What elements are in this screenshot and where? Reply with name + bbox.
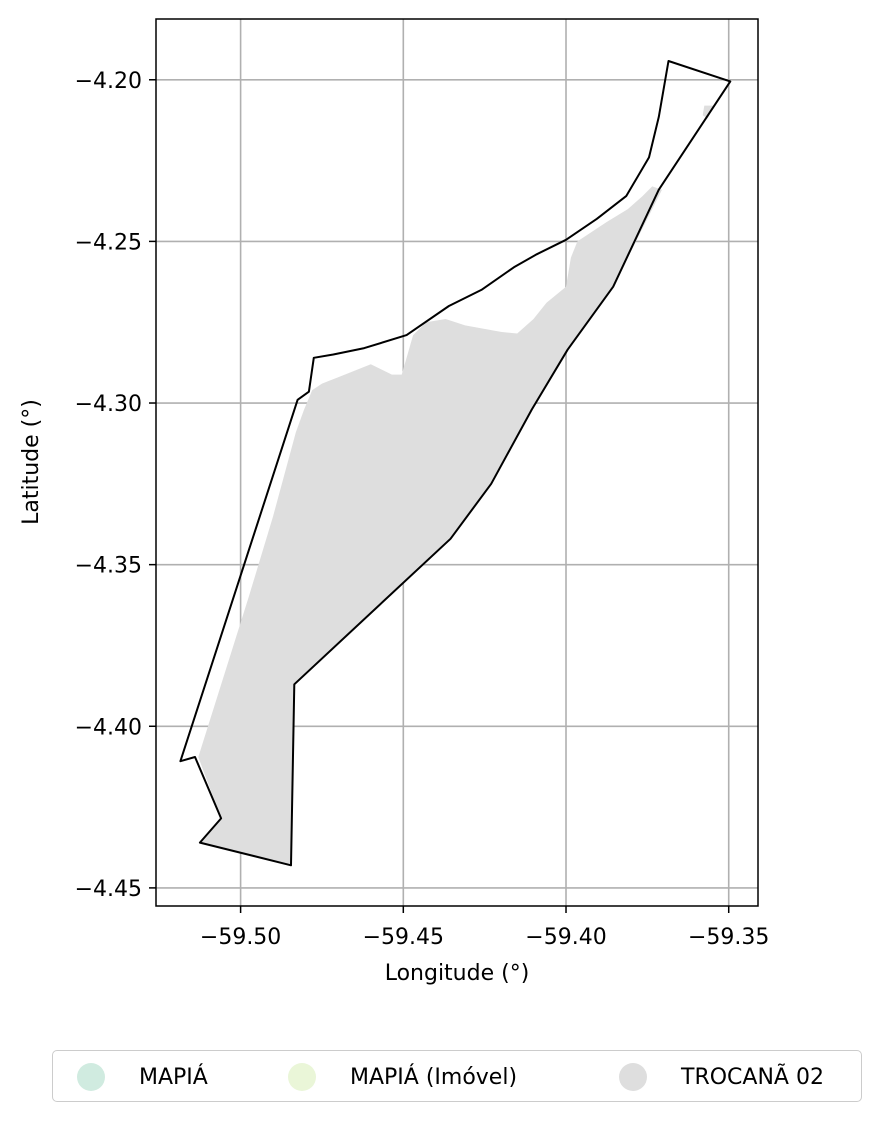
legend-item-mapia: MAPIÁ — [77, 1051, 208, 1103]
x-tick-label-0: −59.50 — [200, 925, 281, 950]
gridlines — [156, 19, 758, 906]
x-axis-title: Longitude (°) — [385, 961, 530, 986]
y-tick-label-0: −4.20 — [75, 69, 142, 94]
legend-label-trocana-02: TROCANÃ 02 — [681, 1064, 824, 1090]
plot-frame — [155, 18, 759, 907]
y-axis-title: Latitude (°) — [19, 399, 44, 525]
x-tick-label-3: −59.35 — [688, 925, 769, 950]
y-tick-label-5: −4.45 — [75, 877, 142, 902]
legend: MAPIÁ MAPIÁ (Imóvel) TROCANÃ 02 — [52, 1050, 862, 1102]
property-boundary — [179, 60, 732, 867]
legend-marker-mapia-imovel-icon — [288, 1063, 316, 1091]
legend-marker-mapia-icon — [77, 1063, 105, 1091]
legend-marker-trocana-02-icon — [619, 1063, 647, 1091]
map-chart: −59.50 −59.45 −59.40 −59.35 −4.20 −4.25 −4.30 −… — [19, 18, 770, 986]
y-tick-label-4: −4.40 — [75, 715, 142, 740]
y-tick-label-1: −4.25 — [75, 230, 142, 255]
x-tick-label-1: −59.45 — [363, 925, 444, 950]
legend-label-mapia-imovel: MAPIÁ (Imóvel) — [350, 1064, 518, 1090]
regions — [179, 60, 732, 867]
legend-item-trocana-02: TROCANÃ 02 — [619, 1051, 824, 1103]
legend-item-mapia-imovel: MAPIÁ (Imóvel) — [288, 1051, 517, 1103]
trocana-02-region — [198, 186, 663, 866]
y-tick-label-2: −4.30 — [75, 392, 142, 417]
y-tick-label-3: −4.35 — [75, 554, 142, 579]
axis-ticks: −59.50 −59.45 −59.40 −59.35 −4.20 −4.25 −4.30 −… — [75, 69, 770, 950]
legend-label-mapia: MAPIÁ — [139, 1064, 208, 1090]
x-tick-label-2: −59.40 — [525, 925, 606, 950]
